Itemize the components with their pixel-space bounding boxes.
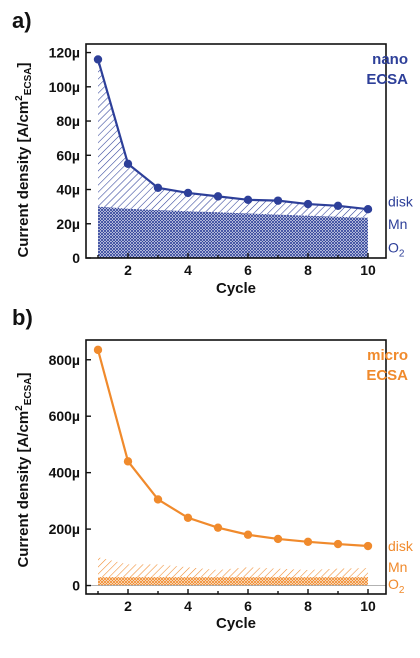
data-point (93, 345, 103, 355)
data-point (153, 495, 163, 504)
panel-b-legend-line-1: micro (367, 347, 408, 364)
panel-b-xlabel: Cycle (216, 615, 256, 632)
panel-a-label: a) (12, 8, 32, 33)
data-point (333, 201, 343, 210)
panel-a-legend-line-1: nano (372, 51, 408, 68)
data-point (123, 457, 133, 466)
panel-a-legend-line-2: ECSA (366, 71, 408, 88)
data-point (153, 183, 163, 193)
area-label-mn: Mn (388, 559, 407, 575)
data-point (333, 539, 343, 549)
data-point (273, 196, 283, 205)
data-point (303, 199, 313, 209)
area-O2 (98, 577, 368, 586)
area-label-disk: disk (388, 538, 414, 554)
data-point (213, 523, 223, 532)
area-label-o: O2 (388, 576, 405, 596)
x-tick-label: 10 (360, 262, 376, 278)
y-tick-label: 80µ (56, 113, 80, 129)
plot-frame (85, 43, 387, 259)
y-tick-label: 120µ (49, 45, 80, 61)
data-point (183, 513, 193, 522)
y-tick-label: 400µ (49, 465, 80, 481)
panel-a-plot: 0 20µ 40µ 60µ 80µ 100µ 120µ 2 4 6 8 10 disk Mn O2 (49, 43, 414, 278)
data-point (303, 537, 313, 546)
series-line (96, 59, 369, 211)
y-tick-label: 20µ (56, 216, 80, 232)
x-tick-label: 2 (124, 262, 132, 278)
y-tick-label: 0 (72, 250, 80, 266)
panel-a: a) 0 20µ 40µ 60µ 80µ 100µ 120µ 2 4 6 8 10 disk Mn O2 C… (12, 8, 414, 297)
y-tick-label: 40µ (56, 182, 80, 198)
data-point (183, 188, 193, 198)
data-point (123, 159, 133, 169)
data-point (213, 192, 223, 201)
panel-a-xlabel: Cycle (216, 280, 256, 297)
x-tick-label: 6 (244, 262, 252, 278)
panel-a-ylabel: Current density [A/cm2ECSA] (14, 62, 34, 257)
data-point (363, 541, 373, 551)
area-label-o: O2 (388, 240, 405, 260)
data-point (363, 205, 373, 214)
x-tick-label: 10 (360, 598, 376, 614)
series-line (96, 349, 369, 548)
area-O2 (98, 206, 368, 258)
x-tick-label: 8 (304, 262, 312, 278)
y-tick-label: 100µ (49, 79, 80, 95)
data-point (93, 55, 103, 64)
area-label-disk: disk (388, 194, 414, 210)
data-point (243, 195, 253, 204)
panel-b-ylabel: Current density [A/cm2ECSA] (14, 372, 34, 567)
y-tick-label: 60µ (56, 147, 80, 163)
panel-b-legend-line-2: ECSA (366, 367, 408, 384)
area-disk (98, 59, 368, 258)
area-label-mn: Mn (388, 216, 407, 232)
y-tick-label: 800µ (49, 352, 80, 368)
x-tick-label: 4 (184, 598, 192, 614)
x-tick-label: 6 (244, 598, 252, 614)
plot-frame (85, 339, 387, 595)
x-tick-label: 2 (124, 598, 132, 614)
x-tick-label: 4 (184, 262, 192, 278)
data-point (243, 530, 253, 539)
y-tick-label: 600µ (49, 408, 80, 424)
y-tick-label: 200µ (49, 521, 80, 537)
panel-b-label: b) (12, 305, 33, 330)
data-point (273, 534, 283, 544)
y-tick-label: 0 (72, 578, 80, 594)
x-tick-label: 8 (304, 598, 312, 614)
